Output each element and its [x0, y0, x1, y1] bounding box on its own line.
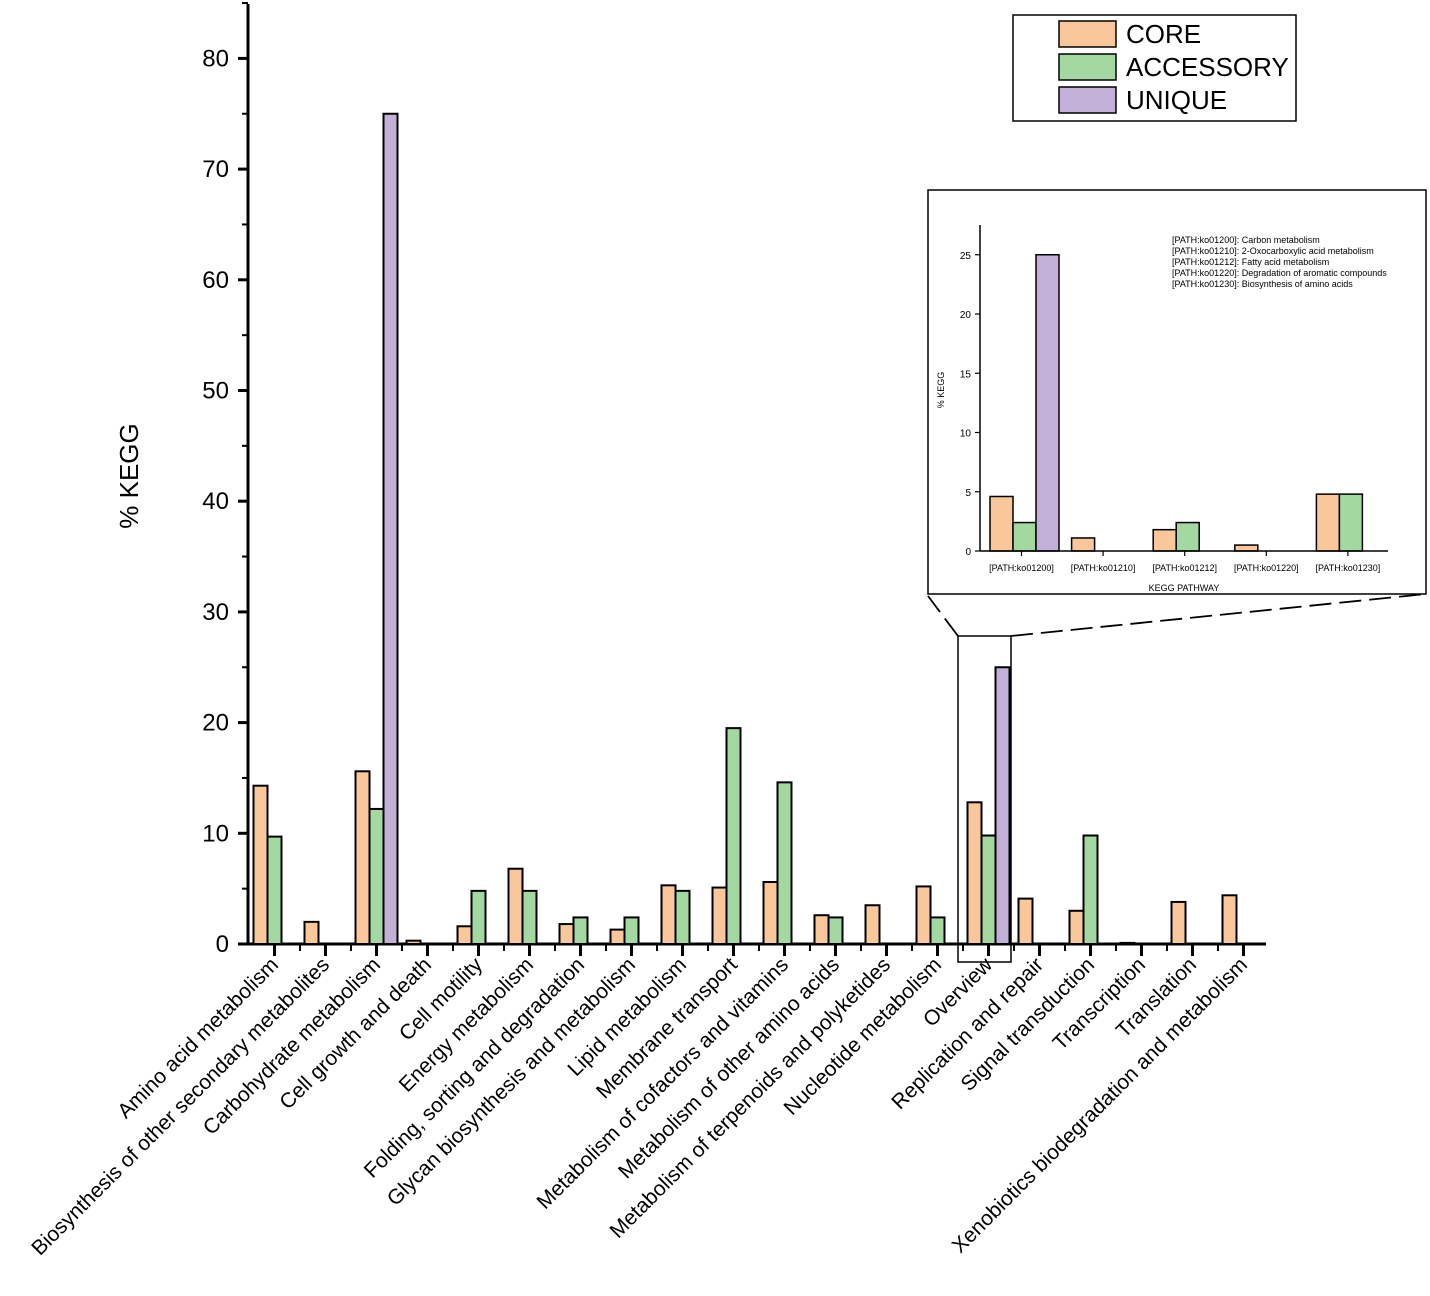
- bar-accessory-cell-motility: [470, 889, 487, 946]
- bar-core-cell-motility: [456, 925, 473, 946]
- bar-accessory-overview: [980, 834, 997, 945]
- bar-core-overview: [966, 801, 983, 946]
- inset-x-axis: [PATH:ko01200] [PATH:ko01210] [PATH:ko0121…: [980, 550, 1388, 573]
- bar-accessory-energy-metabolism: [521, 889, 538, 946]
- inset-bar-unique-0: [1035, 254, 1060, 552]
- bar-accessory-glycan-biosynthesis-and-metabolism: [623, 916, 640, 946]
- bar-accessory-nucleotide-metabolism: [929, 916, 946, 946]
- bar-accessory-metabolism-of-other-amino-acids: [827, 916, 844, 946]
- inset-category-label: [PATH:ko01210]: [1071, 563, 1136, 573]
- legend-label-unique: UNIQUE: [1126, 85, 1227, 115]
- inset-bar-core-0: [989, 495, 1014, 552]
- bar-unique-carbohydrate-metabolism: [382, 112, 399, 945]
- inset-y-tick-label: 10: [960, 429, 972, 440]
- inset-x-axis-title: KEGG PATHWAY: [1149, 583, 1220, 593]
- inset-bar-group: [989, 254, 1364, 552]
- y-axis-title: % KEGG: [114, 423, 144, 528]
- bar-group: [252, 112, 1238, 946]
- inset-bar-core-1: [1070, 537, 1096, 552]
- bar-accessory-signal-transduction: [1082, 834, 1099, 945]
- y-tick-label: 60: [202, 267, 229, 294]
- bar-core-transcription: [1119, 941, 1136, 946]
- bar-accessory-lipid-metabolism: [674, 889, 691, 946]
- zoom-connector-left: [927, 595, 959, 637]
- inset-y-tick-label: 15: [960, 369, 972, 380]
- legend-label-accessory: ACCESSORY: [1126, 52, 1289, 82]
- inset-annotation: [PATH:ko01212]: Fatty acid metabolism: [1172, 257, 1329, 267]
- inset-chart: % KEGG KEGG PATHWAY [PATH:ko01200]: Carb…: [927, 189, 1427, 595]
- overview-highlight-box: [957, 635, 1012, 963]
- inset-bar-core-4: [1315, 493, 1341, 552]
- inset-bar-core-2: [1152, 528, 1177, 552]
- inset-bar-accessory-4: [1338, 493, 1364, 552]
- inset-annotation: [PATH:ko01220]: Degradation of aromatic …: [1172, 268, 1387, 278]
- bar-core-cell-growth-and-death: [405, 939, 422, 946]
- inset-category-label: [PATH:ko01200]: [989, 563, 1054, 573]
- bar-core-metabolism-of-other-amino-acids: [813, 914, 830, 946]
- legend-swatch-accessory: [1058, 53, 1117, 81]
- y-tick-label: 50: [202, 378, 229, 405]
- inset-y-axis: 0 5 10 15 20 25: [960, 225, 981, 558]
- inset-annotation: [PATH:ko01210]: 2-Oxocarboxylic acid met…: [1172, 246, 1374, 256]
- inset-category-label: [PATH:ko01220]: [1234, 563, 1299, 573]
- bar-core-nucleotide-metabolism: [915, 885, 932, 945]
- y-tick-label: 80: [202, 45, 229, 72]
- bar-core-lipid-metabolism: [660, 884, 677, 945]
- y-tick-label: 0: [216, 931, 229, 958]
- bar-core-metabolism-of-cofactors-and-vitamins: [762, 881, 779, 945]
- inset-y-tick-label: 25: [960, 251, 972, 262]
- bar-core-xenobiotics-biodegradation-and-metabolism: [1221, 894, 1238, 945]
- inset-y-tick-label: 5: [965, 488, 971, 499]
- inset-bar-accessory-2: [1175, 521, 1200, 552]
- inset-annotation: [PATH:ko01230]: Biosynthesis of amino ac…: [1172, 279, 1353, 289]
- inset-annotations: [PATH:ko01200]: Carbon metabolism[PATH:k…: [1172, 235, 1387, 289]
- bar-core-biosynthesis-of-other-secondary-metabolites: [303, 920, 320, 945]
- inset-y-axis-title: % KEGG: [936, 372, 946, 409]
- bar-unique-overview: [994, 666, 1011, 945]
- bar-accessory-carbohydrate-metabolism: [368, 807, 385, 945]
- inset-category-label: [PATH:ko01212]: [1152, 563, 1217, 573]
- y-tick-label: 10: [202, 820, 229, 847]
- legend-swatch-unique: [1058, 86, 1117, 114]
- bar-core-energy-metabolism: [507, 867, 524, 945]
- bar-core-signal-transduction: [1068, 909, 1085, 945]
- bar-core-carbohydrate-metabolism: [354, 770, 371, 945]
- x-axis: [248, 942, 1266, 956]
- legend-label-core: CORE: [1126, 19, 1201, 49]
- bar-accessory-membrane-transport: [725, 727, 742, 946]
- bar-accessory-metabolism-of-cofactors-and-vitamins: [776, 781, 793, 945]
- y-tick-label: 40: [202, 488, 229, 515]
- bar-core-amino-acid-metabolism: [252, 784, 269, 945]
- bar-core-translation: [1170, 900, 1187, 946]
- inset-bar-core-3: [1234, 544, 1259, 552]
- inset-bar-accessory-0: [1012, 521, 1037, 552]
- y-tick-label: 70: [202, 156, 229, 183]
- bar-core-folding-sorting-and-degradation: [558, 923, 575, 945]
- inset-category-label: [PATH:ko01230]: [1316, 563, 1381, 573]
- bar-core-glycan-biosynthesis-and-metabolism: [609, 928, 626, 946]
- zoom-connector-right: [1010, 593, 1427, 637]
- inset-y-tick-label: 20: [960, 310, 972, 321]
- legend-swatch-core: [1058, 20, 1117, 48]
- bar-core-membrane-transport: [711, 886, 728, 946]
- bar-core-replication-and-repair: [1017, 897, 1034, 945]
- bar-accessory-folding-sorting-and-degradation: [572, 916, 589, 946]
- y-axis: 0 10 20 30 40 50 60 70 80: [202, 2, 250, 958]
- y-tick-label: 20: [202, 710, 229, 737]
- inset-y-tick-label: 0: [965, 547, 971, 558]
- bar-accessory-amino-acid-metabolism: [266, 835, 283, 945]
- bar-core-metabolism-of-terpenoids-and-polyketides: [864, 904, 881, 946]
- y-tick-label: 30: [202, 599, 229, 626]
- inset-annotation: [PATH:ko01200]: Carbon metabolism: [1172, 235, 1320, 245]
